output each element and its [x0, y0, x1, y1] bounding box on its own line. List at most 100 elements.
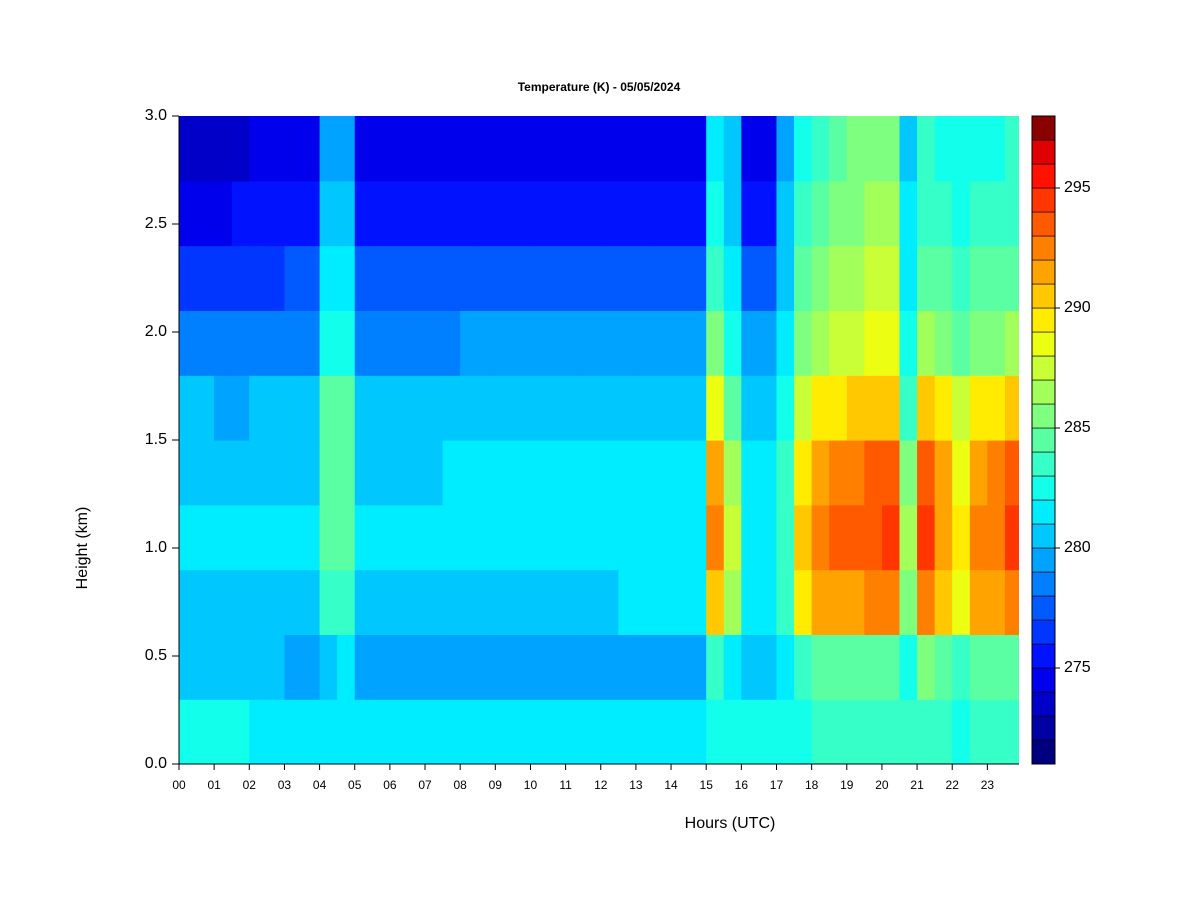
- heat-cell: [442, 310, 461, 376]
- heat-cell: [196, 634, 215, 700]
- heat-cell: [214, 634, 233, 700]
- y-axis-label: Height (km): [74, 507, 91, 590]
- colorbar-tick-label: 280: [1064, 539, 1091, 556]
- heat-cell: [846, 440, 865, 506]
- heat-cell: [389, 634, 409, 700]
- heat-cell: [811, 699, 830, 764]
- heat-cell: [425, 699, 444, 764]
- heat-cell: [565, 245, 584, 311]
- heat-cell: [179, 504, 198, 571]
- heat-cell: [214, 310, 233, 376]
- heat-cell: [706, 569, 725, 635]
- heat-cell: [583, 504, 602, 571]
- heat-cell: [389, 569, 409, 635]
- heat-cell: [829, 245, 848, 311]
- heat-cell: [846, 116, 865, 182]
- heat-cell: [460, 310, 479, 376]
- colorbar-swatch: [1031, 403, 1056, 429]
- colorbar-swatch: [1031, 235, 1056, 261]
- heat-cell: [196, 180, 215, 247]
- x-tick-label: 18: [805, 778, 819, 792]
- heat-cell: [776, 375, 795, 441]
- heat-cell: [302, 310, 321, 376]
- colorbar-swatch: [1031, 619, 1056, 645]
- heat-cell: [512, 504, 532, 571]
- heat-cell: [829, 699, 848, 764]
- heat-cell: [442, 699, 461, 764]
- heat-cell: [179, 634, 198, 700]
- heat-cell: [829, 440, 848, 506]
- y-tick-label: 2.5: [145, 215, 167, 232]
- heat-cell: [266, 699, 286, 764]
- heat-cell: [917, 504, 936, 571]
- heat-cell: [284, 699, 303, 764]
- heat-cell: [565, 440, 584, 506]
- heat-cell: [302, 180, 321, 247]
- heat-cell: [354, 440, 373, 506]
- heat-cell: [231, 634, 250, 700]
- colorbar-swatch: [1031, 475, 1056, 501]
- heat-cell: [354, 634, 373, 700]
- heat-cell: [477, 634, 496, 700]
- heat-cell: [214, 245, 233, 311]
- heat-cell: [442, 634, 461, 700]
- heat-cell: [635, 569, 655, 635]
- heat-cell: [337, 245, 356, 311]
- heat-cell: [284, 569, 303, 635]
- heat-cell: [442, 180, 461, 247]
- heat-cell: [794, 504, 813, 571]
- heat-cell: [952, 699, 971, 764]
- heat-cell: [969, 310, 988, 376]
- heat-cell: [548, 245, 567, 311]
- heat-cell: [302, 375, 321, 441]
- heat-cell: [934, 569, 953, 635]
- heat-cell: [337, 310, 356, 376]
- heat-cell: [723, 310, 742, 376]
- heat-cell: [723, 116, 742, 182]
- heat-cell: [706, 699, 725, 764]
- heat-cell: [442, 245, 461, 311]
- heat-cell: [1004, 375, 1019, 441]
- heat-cell: [618, 699, 637, 764]
- heat-cell: [758, 569, 778, 635]
- heat-cell: [495, 116, 514, 182]
- heat-cell: [741, 634, 760, 700]
- heat-cell: [495, 634, 514, 700]
- heat-cell: [829, 116, 848, 182]
- x-tick-label: 04: [313, 778, 327, 792]
- heat-cell: [249, 440, 268, 506]
- heat-cell: [319, 375, 338, 441]
- x-tick-label: 22: [946, 778, 960, 792]
- heat-cell: [653, 440, 672, 506]
- heat-cell: [794, 245, 813, 311]
- heat-cell: [811, 180, 830, 247]
- heat-cell: [548, 504, 567, 571]
- heat-cell: [846, 375, 865, 441]
- heat-cell: [934, 116, 953, 182]
- heat-cell: [214, 569, 233, 635]
- heat-cell: [530, 569, 549, 635]
- heat-cell: [477, 116, 496, 182]
- heat-cell: [864, 440, 883, 506]
- heat-cell: [671, 440, 690, 506]
- heat-cell: [618, 180, 637, 247]
- heat-cell: [600, 180, 619, 247]
- heat-cell: [249, 504, 268, 571]
- heat-cell: [319, 634, 338, 700]
- heat-cell: [1004, 699, 1019, 764]
- heat-cell: [231, 245, 250, 311]
- heat-cell: [583, 569, 602, 635]
- heat-cell: [407, 180, 426, 247]
- x-tick-label: 10: [524, 778, 538, 792]
- heat-cell: [319, 440, 338, 506]
- heat-cell: [635, 699, 655, 764]
- heat-cell: [952, 504, 971, 571]
- heat-cell: [407, 699, 426, 764]
- heat-cell: [758, 699, 778, 764]
- colorbar-swatch: [1031, 643, 1056, 669]
- heat-cell: [635, 440, 655, 506]
- heat-cell: [196, 699, 215, 764]
- heat-cell: [337, 569, 356, 635]
- heat-cell: [987, 440, 1006, 506]
- heat-cell: [758, 116, 778, 182]
